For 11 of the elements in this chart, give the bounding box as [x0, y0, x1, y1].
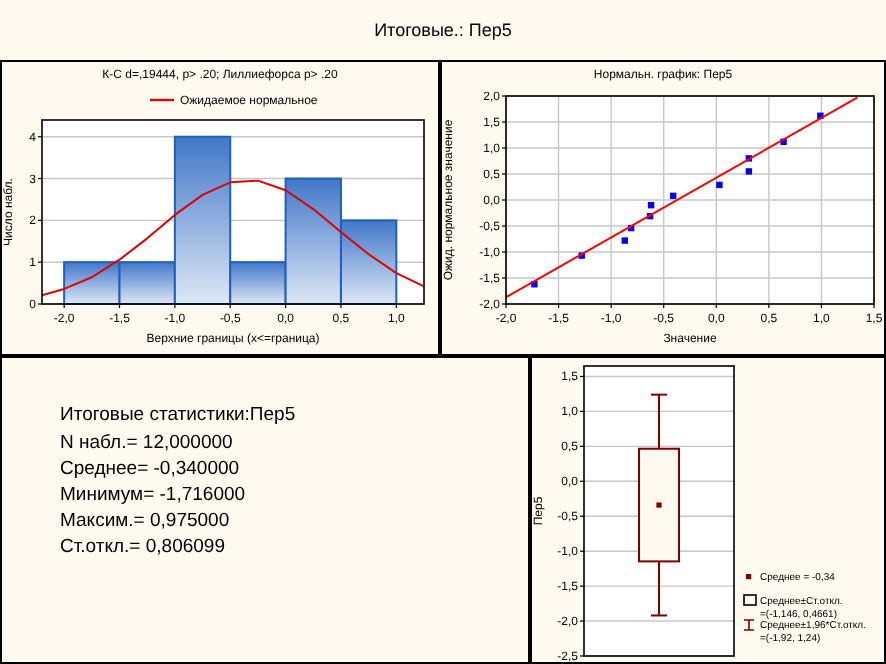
point — [621, 237, 629, 244]
text: Ст.откл.= 0,806099 — [60, 536, 225, 558]
text: Итоговые.: Пер5 — [374, 20, 512, 40]
text: Среднее= -0,340000 — [60, 458, 240, 480]
text: Итоговые статистики:Пер5 — [60, 404, 296, 426]
text: N набл.= 12,000000 — [60, 432, 233, 454]
text: Минимум= -1,716000 — [60, 484, 246, 506]
point — [716, 181, 723, 189]
line-series — [41, 179, 425, 297]
point — [745, 168, 753, 175]
text: Максим.= 0,975000 — [60, 510, 230, 532]
